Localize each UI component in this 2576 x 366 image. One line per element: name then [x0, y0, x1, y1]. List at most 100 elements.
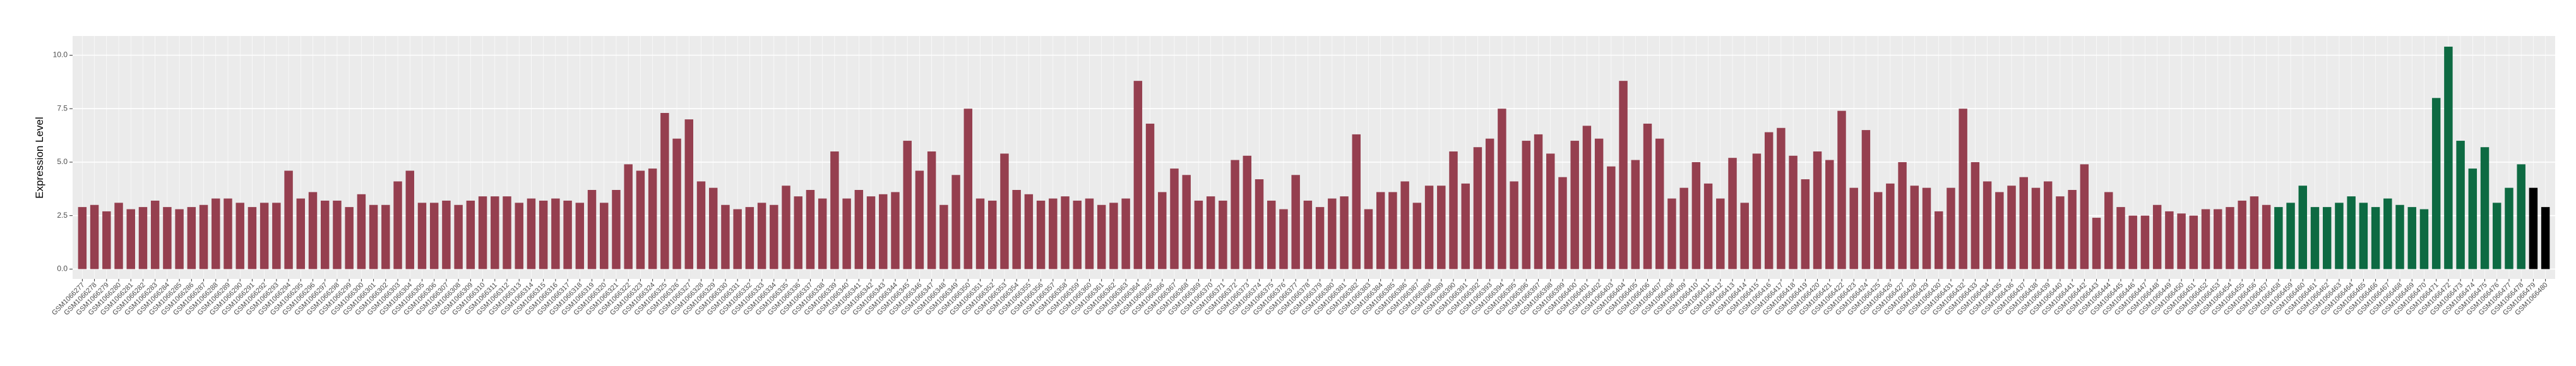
bar	[2505, 187, 2513, 269]
bar	[1910, 186, 1919, 269]
bar	[1873, 192, 1883, 269]
bar	[1546, 153, 1555, 269]
bar	[1061, 196, 1070, 269]
bar	[806, 190, 815, 269]
bar	[345, 207, 354, 269]
bar	[454, 204, 463, 269]
bar	[1340, 196, 1349, 269]
bar	[600, 203, 609, 269]
bar	[2092, 218, 2101, 269]
bar	[1085, 198, 1094, 269]
bar	[187, 207, 196, 269]
bar	[417, 203, 427, 269]
bar	[491, 196, 499, 269]
bar	[2419, 209, 2429, 269]
bar	[1206, 196, 1215, 269]
bar	[551, 198, 560, 269]
bar	[2407, 207, 2416, 269]
bar	[1837, 110, 1846, 269]
bar	[2104, 192, 2113, 269]
bar	[1655, 138, 1664, 269]
bar	[939, 204, 948, 269]
bar	[1291, 175, 1300, 269]
y-tick-label: 10.0	[53, 50, 68, 59]
bar	[1461, 183, 1470, 269]
bar	[2310, 207, 2320, 269]
bar	[1267, 200, 1276, 269]
bar	[272, 203, 281, 269]
bar	[1303, 200, 1313, 269]
bar	[2189, 215, 2198, 269]
bar	[442, 200, 451, 269]
bar	[660, 113, 669, 269]
bar	[2322, 207, 2332, 269]
bar	[321, 200, 330, 269]
bar	[369, 204, 378, 269]
bar	[1716, 198, 1725, 269]
bar	[2431, 98, 2441, 269]
bar	[2031, 187, 2041, 269]
y-tick-label: 0.0	[57, 264, 68, 273]
bar	[2080, 164, 2089, 269]
bar	[429, 203, 439, 269]
bar	[1412, 203, 1422, 269]
bar	[478, 196, 487, 269]
bar	[757, 203, 766, 269]
bar	[1849, 187, 1858, 269]
bar	[1777, 127, 1786, 269]
bar	[745, 207, 754, 269]
bar	[1522, 141, 1531, 269]
bar	[1328, 198, 1337, 269]
bar	[1049, 198, 1058, 269]
bar	[1121, 198, 1130, 269]
bar	[1376, 192, 1385, 269]
bar	[1570, 141, 1579, 269]
bar	[296, 198, 306, 269]
bar	[1764, 132, 1774, 269]
bar	[527, 198, 536, 269]
bar	[247, 207, 257, 269]
bar	[1801, 179, 1810, 269]
bar	[78, 207, 87, 269]
bar	[612, 190, 621, 269]
bar	[2116, 207, 2125, 269]
bar	[1437, 186, 1446, 269]
bar	[1631, 160, 1640, 269]
bar	[2165, 211, 2174, 269]
bar	[1752, 153, 1762, 269]
bar	[1449, 151, 1458, 269]
bar	[2262, 204, 2271, 269]
bar	[1352, 134, 1361, 269]
bar	[1679, 187, 1688, 269]
bar	[1510, 181, 1518, 269]
bar	[1728, 158, 1737, 269]
bar	[1145, 123, 1155, 269]
bar	[1947, 187, 1955, 269]
bar	[1534, 134, 1543, 269]
bar	[818, 198, 827, 269]
bar	[1667, 198, 1676, 269]
bar	[2238, 200, 2246, 269]
bar	[1097, 204, 1106, 269]
bar	[2359, 203, 2368, 269]
bar	[1813, 151, 1822, 269]
bar	[2347, 196, 2356, 269]
bar	[2019, 177, 2028, 269]
bar	[1400, 181, 1409, 269]
bar	[2371, 207, 2380, 269]
bar	[1388, 192, 1397, 269]
bar	[2214, 209, 2222, 269]
bar	[1364, 209, 1373, 269]
bar	[1194, 200, 1203, 269]
bar	[1861, 130, 1871, 269]
bar	[1594, 138, 1604, 269]
bar	[2226, 207, 2234, 269]
bar	[393, 181, 402, 269]
bar	[636, 170, 645, 269]
bar	[114, 203, 123, 269]
bar	[1935, 211, 1943, 269]
bar	[1133, 81, 1143, 269]
bar	[1898, 162, 1907, 269]
bar	[1558, 177, 1567, 269]
